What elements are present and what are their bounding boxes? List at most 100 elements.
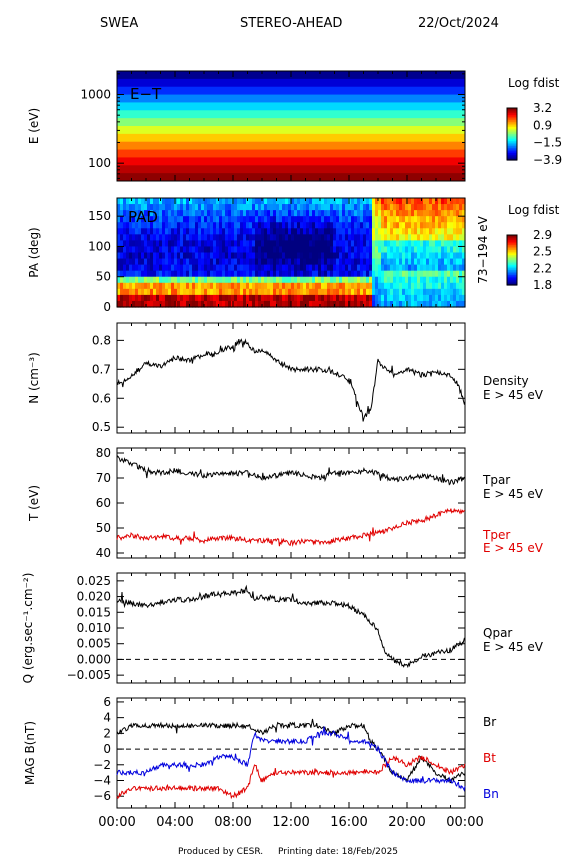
energy_time-colorbar-cell: [507, 144, 517, 147]
pitch_angle-cell: [264, 294, 268, 302]
pitch_angle-cell: [168, 246, 172, 254]
pitch_angle-cell: [333, 246, 337, 254]
pitch_angle-cell: [291, 282, 295, 290]
pitch_angle-cell: [348, 252, 352, 260]
pitch_angle-cell: [375, 294, 379, 302]
pitch_angle-cell: [153, 204, 157, 211]
pitch_angle-cell: [441, 204, 445, 211]
energy_time-colorbar-cell: [507, 120, 517, 123]
pitch_angle-cell: [438, 222, 442, 229]
pitch_angle-cell: [456, 216, 460, 223]
pitch_angle-cell: [165, 264, 169, 272]
pitch_angle-cell: [294, 240, 298, 248]
temperature-series-Tpar: [116, 455, 466, 486]
pitch_angle-cell: [303, 240, 307, 248]
pitch_angle-cell: [180, 288, 184, 296]
pitch_angle-cell: [408, 204, 412, 211]
pitch_angle-cell: [420, 276, 424, 284]
pitch_angle-cell: [273, 276, 277, 284]
pitch_angle-cell: [336, 294, 340, 302]
pitch_angle-cell: [138, 198, 142, 205]
pitch_angle-cell: [201, 240, 205, 248]
pitch_angle-cell: [396, 264, 400, 272]
pitch_angle-cell: [402, 222, 406, 229]
pitch_angle-cell: [357, 240, 361, 248]
pitch_angle-cell: [459, 198, 463, 205]
pitch_angle-cell: [411, 246, 415, 254]
pitch_angle-cell: [210, 258, 214, 266]
pitch_angle-cell: [285, 276, 289, 284]
pitch_angle-cell: [198, 204, 202, 211]
pitch_angle-cell: [438, 288, 442, 296]
pitch_angle-colorbar-cell: [507, 275, 517, 278]
pitch_angle-cell: [396, 276, 400, 284]
pitch_angle-cell: [426, 282, 430, 290]
pitch_angle-cell: [144, 282, 148, 290]
pitch_angle-cell: [234, 216, 238, 223]
pitch_angle-cell: [324, 234, 328, 241]
pitch_angle-cell: [207, 264, 211, 272]
pitch_angle-cell: [306, 300, 310, 308]
pitch_angle-cell: [387, 294, 391, 302]
pitch_angle-cell: [180, 252, 184, 260]
pitch_angle-cell: [375, 276, 379, 284]
pitch_angle-cell: [429, 264, 433, 272]
pitch_angle-cell: [303, 228, 307, 235]
pitch_angle-cell: [345, 222, 349, 229]
pitch_angle-cell: [327, 300, 331, 308]
pitch_angle-cell: [423, 282, 427, 290]
pitch_angle-cell: [312, 234, 316, 241]
pitch_angle-cell: [162, 252, 166, 260]
pitch_angle-cell: [288, 234, 292, 241]
pitch_angle-cell: [159, 276, 163, 284]
pitch_angle-cell: [300, 240, 304, 248]
pitch_angle-cell: [123, 216, 127, 223]
pitch_angle-cell: [231, 264, 235, 272]
pitch_angle-cell: [270, 270, 274, 278]
pitch_angle-cell: [255, 300, 259, 308]
pitch_angle-cell: [273, 252, 277, 260]
pitch_angle-cell: [252, 204, 256, 211]
pitch_angle-cell: [240, 264, 244, 272]
pitch_angle-cell: [363, 294, 367, 302]
pitch_angle-cell: [408, 252, 412, 260]
pitch_angle-cell: [165, 294, 169, 302]
pitch_angle-cell: [414, 300, 418, 308]
pitch_angle-cell: [369, 246, 373, 254]
pitch_angle-cell: [462, 282, 466, 290]
pitch_angle-cell: [177, 252, 181, 260]
pitch_angle-cell: [270, 282, 274, 290]
pitch_angle-cell: [423, 246, 427, 254]
pitch_angle-cell: [369, 234, 373, 241]
pitch_angle-cell: [426, 228, 430, 235]
pitch_angle-cell: [426, 288, 430, 296]
energy_time-colorbar-cell: [507, 154, 517, 158]
pitch_angle-cell: [183, 282, 187, 290]
pitch_angle-cell: [387, 210, 391, 217]
pitch_angle-cell: [384, 300, 388, 308]
pitch_angle-cell: [132, 246, 136, 254]
pitch_angle-colorbar-cell: [507, 271, 517, 274]
pitch_angle-cell: [204, 240, 208, 248]
pitch_angle-cell: [282, 240, 286, 248]
pitch_angle-cell: [432, 198, 436, 205]
pitch_angle-cell: [300, 300, 304, 308]
pitch_angle-cell: [450, 198, 454, 205]
pitch_angle-cell: [351, 246, 355, 254]
pitch_angle-cell: [231, 222, 235, 229]
pitch_angle-cell: [399, 240, 403, 248]
pitch_angle-cell: [447, 222, 451, 229]
pitch_angle-cell: [231, 240, 235, 248]
pitch_angle-cell: [267, 282, 271, 290]
pitch_angle-cell: [450, 210, 454, 217]
pitch_angle-cell: [285, 252, 289, 260]
pitch_angle-cell: [141, 204, 145, 211]
pitch_angle-cell: [384, 282, 388, 290]
pitch_angle-cell: [390, 234, 394, 241]
pitch_angle-cell: [240, 252, 244, 260]
pitch_angle-cell: [441, 216, 445, 223]
pitch_angle-cell: [147, 198, 151, 205]
pitch_angle-cell: [456, 228, 460, 235]
pitch_angle-cell: [192, 294, 196, 302]
pitch_angle-cell: [216, 222, 220, 229]
